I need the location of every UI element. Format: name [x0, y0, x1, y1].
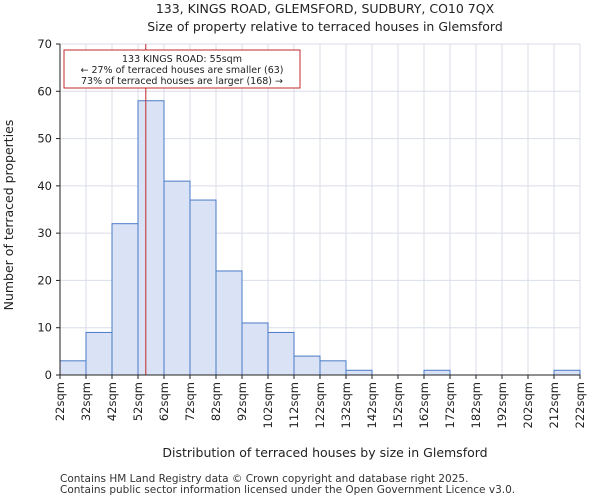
y-tick-label: 10: [37, 321, 52, 335]
y-axis-label: Number of terraced properties: [1, 120, 16, 311]
chart-title-line1: 133, KINGS ROAD, GLEMSFORD, SUDBURY, CO1…: [156, 1, 495, 16]
histogram-bar: [85, 331, 113, 376]
histogram-bar: [189, 199, 217, 376]
histogram-bar: [241, 322, 269, 376]
histogram-bar: [163, 180, 191, 376]
histogram-bar: [345, 369, 373, 376]
chart-title-line2: Size of property relative to terraced ho…: [147, 19, 503, 34]
y-tick-label: 20: [37, 273, 52, 287]
histogram-bar: [319, 360, 347, 376]
axes: 0 10 20 30 40 50 60 70 22sqm 32sqm 42sqm 52sqm 62sqm…: [37, 37, 587, 428]
annotation-frame: [63, 49, 301, 89]
x-tick-label: 72sqm: [183, 382, 197, 421]
footer-line1: Contains HM Land Registry data © Crown c…: [60, 473, 469, 485]
x-tick-label: 42sqm: [105, 382, 119, 421]
x-tick-label: 192sqm: [495, 382, 509, 428]
x-tick-label: 102sqm: [261, 382, 275, 428]
histogram-bar: [423, 369, 451, 376]
x-tick-label: 32sqm: [79, 382, 93, 421]
annotation-line1: 133 KINGS ROAD: 55sqm: [122, 54, 242, 65]
histogram-bar: [59, 360, 87, 376]
y-tick-label: 30: [37, 226, 52, 240]
x-tick-label: 142sqm: [365, 382, 379, 428]
footer-line2: Contains public sector information licen…: [60, 484, 516, 496]
histogram-bar: [137, 100, 165, 376]
x-tick-label: 112sqm: [287, 382, 301, 428]
x-tick-label: 202sqm: [521, 382, 535, 428]
histogram-bar: [293, 355, 321, 376]
x-tick-label: 52sqm: [131, 382, 145, 421]
x-tick-label: 82sqm: [209, 382, 223, 421]
y-tick-label: 0: [45, 368, 52, 382]
histogram-bar: [553, 369, 581, 376]
x-tick-label: 172sqm: [443, 382, 457, 428]
bars: [59, 100, 581, 376]
x-tick-label: 162sqm: [417, 382, 431, 428]
x-tick-label: 22sqm: [53, 382, 67, 421]
x-tick-label: 62sqm: [157, 382, 171, 421]
histogram-bar: [267, 331, 295, 376]
y-tick-label: 40: [37, 179, 52, 193]
x-tick-label: 182sqm: [469, 382, 483, 428]
y-tick-label: 60: [37, 84, 52, 98]
x-axis-label: Distribution of terraced houses by size …: [162, 445, 487, 460]
y-tick-label: 70: [37, 37, 52, 51]
histogram-bar: [111, 223, 139, 376]
x-tick-label: 212sqm: [547, 382, 561, 428]
y-tick-label: 50: [37, 132, 52, 146]
x-tick-label: 222sqm: [573, 382, 587, 428]
x-tick-label: 132sqm: [339, 382, 353, 428]
annotation-line3: 73% of terraced houses are larger (168) …: [81, 76, 283, 87]
annotation-box: 133 KINGS ROAD: 55sqm ← 27% of terraced …: [63, 49, 301, 89]
x-tick-label: 92sqm: [235, 382, 249, 421]
x-tick-label: 122sqm: [313, 382, 327, 428]
x-tick-label: 152sqm: [391, 382, 405, 428]
histogram-bar: [215, 270, 243, 376]
histogram-chart: 133, KINGS ROAD, GLEMSFORD, SUDBURY, CO1…: [1, 1, 587, 460]
annotation-line2: ← 27% of terraced houses are smaller (63…: [80, 65, 283, 76]
